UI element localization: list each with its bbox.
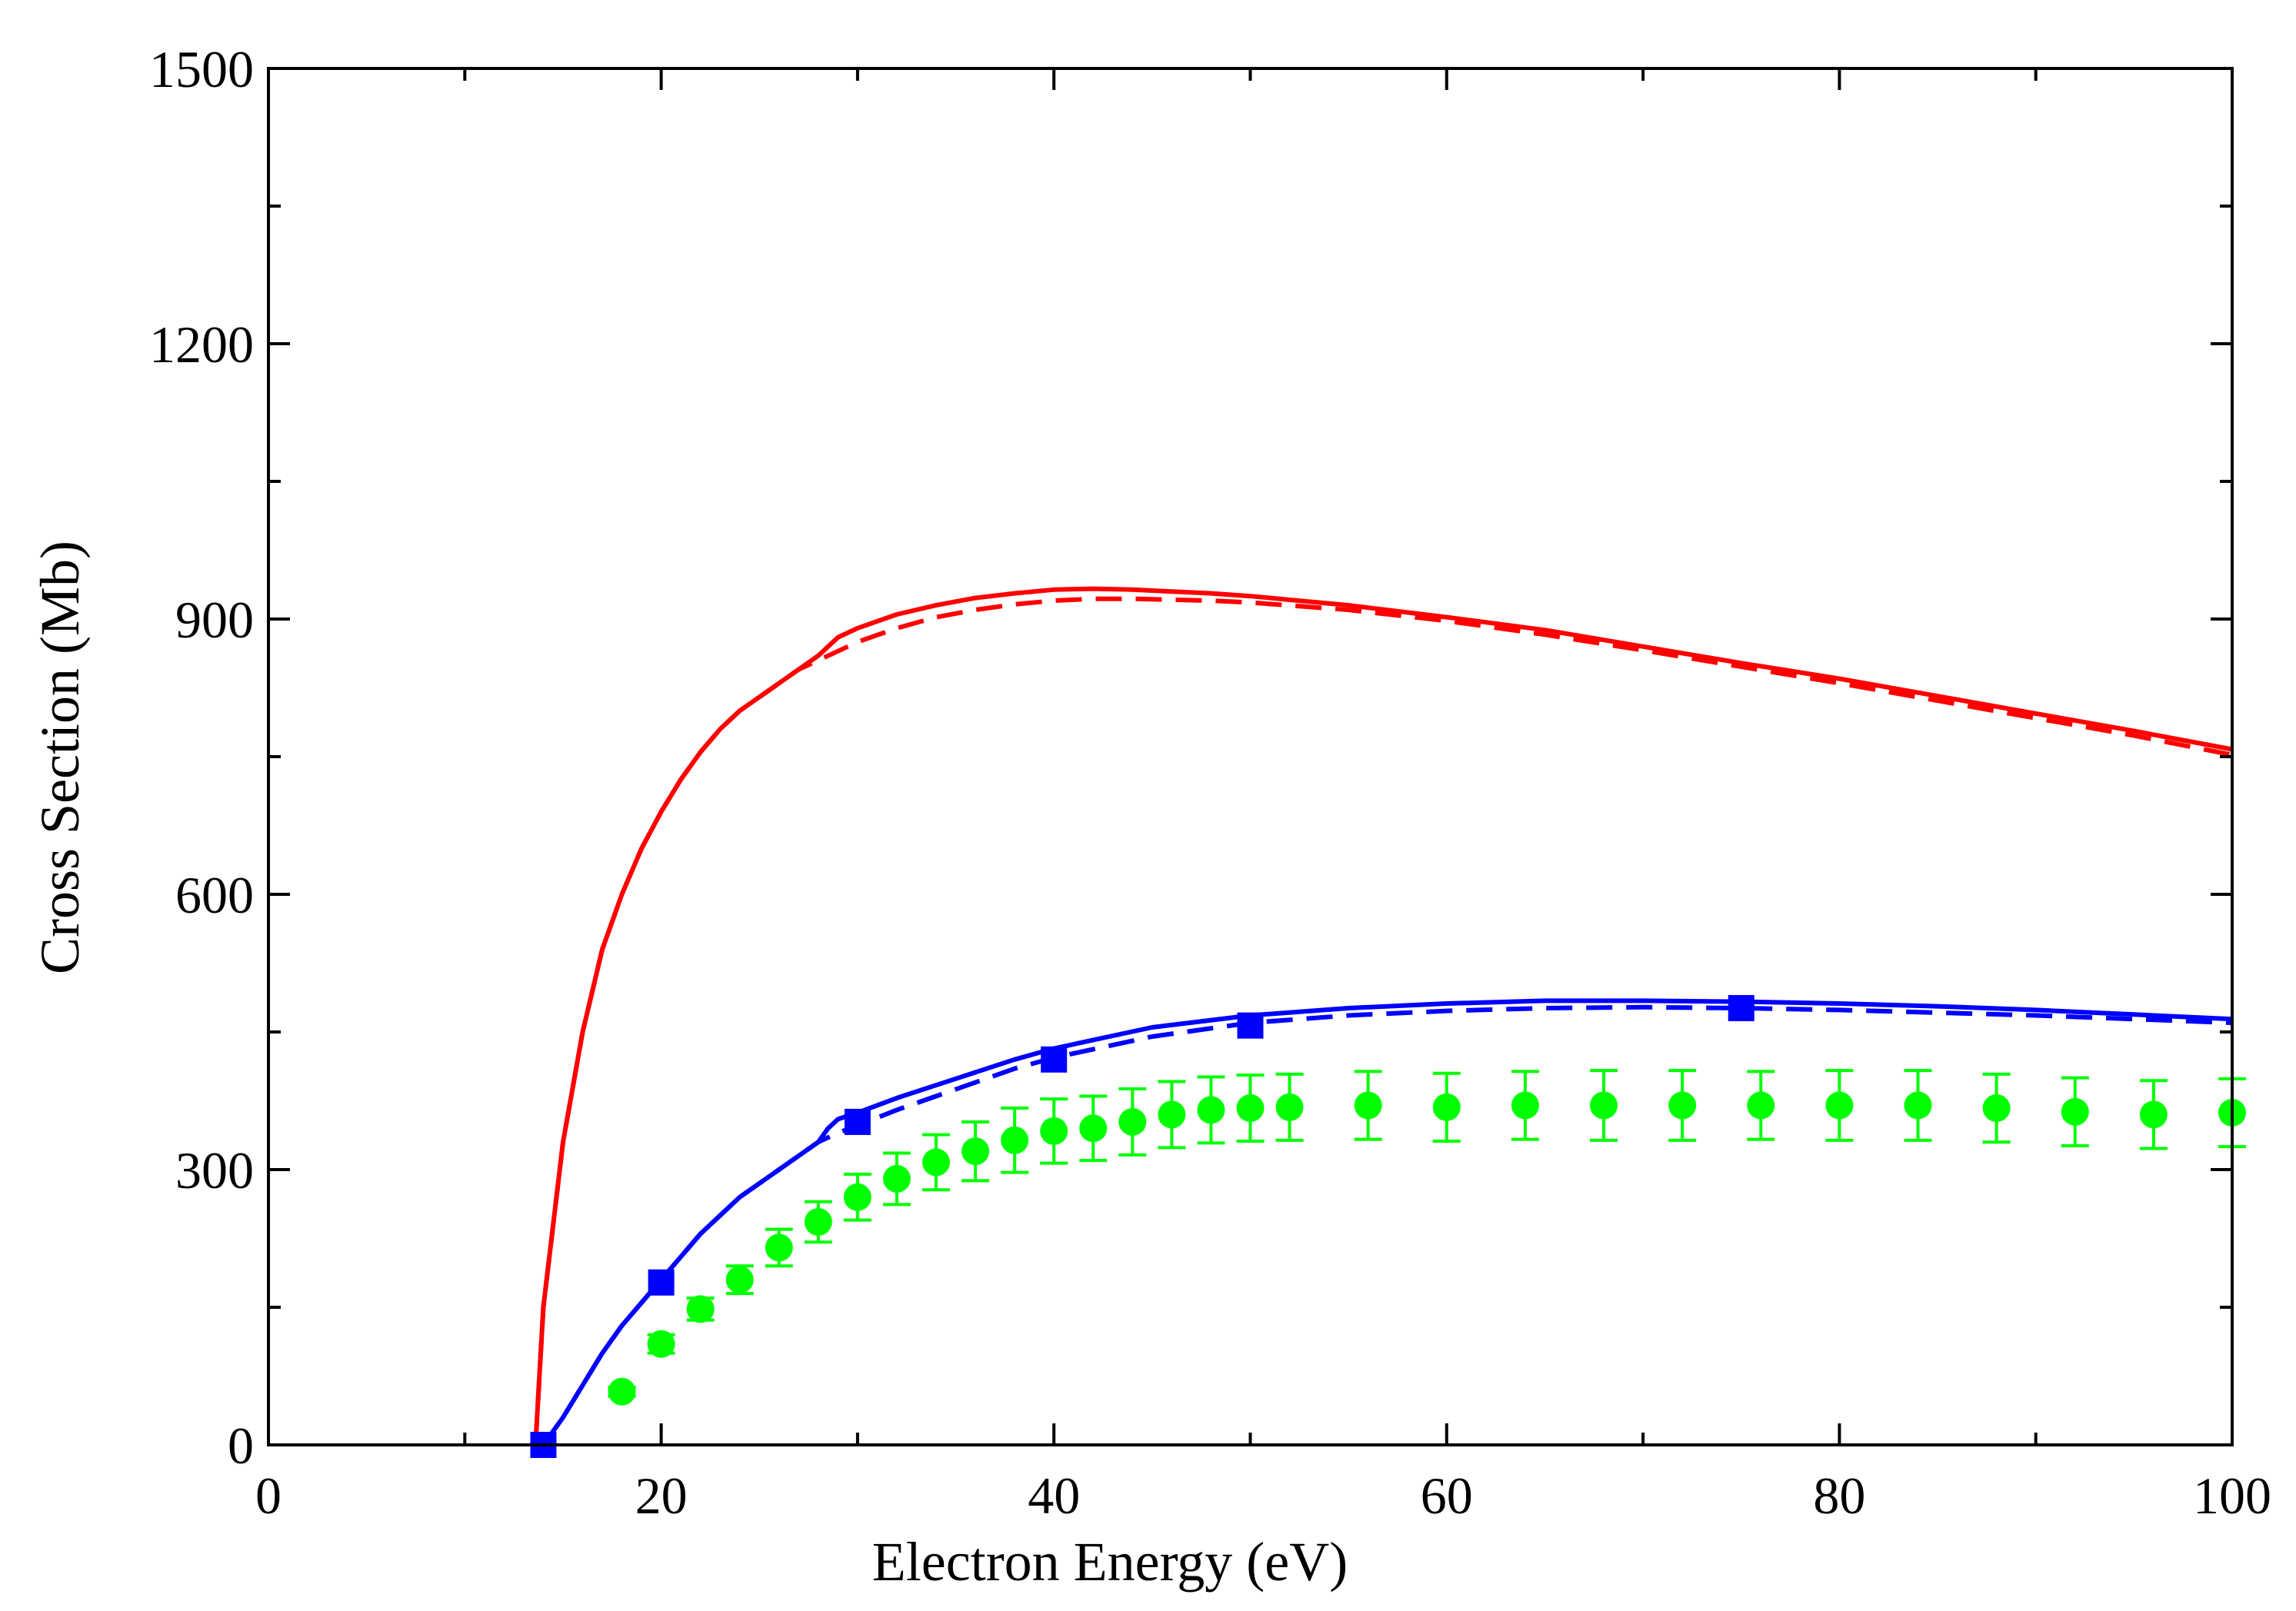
tick-layer: 0 20 40 60 80 100 0 300 600 900 1200 1500 xyxy=(149,40,2271,1525)
green-circle-point xyxy=(1590,1091,1618,1120)
green-circle-point xyxy=(882,1164,911,1193)
green-circle-point xyxy=(2061,1097,2089,1126)
green-circle-point xyxy=(1354,1091,1382,1120)
blue-square-point xyxy=(844,1108,871,1135)
green-circle-point xyxy=(1825,1091,1854,1120)
green-circle-point xyxy=(2139,1100,2168,1129)
y-tick-label: 1200 xyxy=(149,315,254,374)
green-circle-point xyxy=(1668,1091,1697,1120)
green-circle-point xyxy=(1001,1126,1029,1154)
green-circle-point xyxy=(843,1183,871,1211)
green-circle-point xyxy=(608,1377,636,1406)
series-line-red-solid xyxy=(533,586,2233,1446)
green-circle-point xyxy=(1118,1107,1147,1136)
y-tick-label: 300 xyxy=(175,1141,254,1200)
green-circle-point xyxy=(765,1233,793,1262)
green-circle-point xyxy=(961,1137,990,1166)
green-circle-point xyxy=(1982,1094,2011,1123)
blue-square-point xyxy=(1041,1046,1068,1073)
x-axis-label: Electron Energy (eV) xyxy=(872,1531,1348,1593)
series-line-blue-solid xyxy=(541,998,2233,1446)
x-tick-label: 100 xyxy=(2193,1466,2271,1525)
blue-square-point xyxy=(1728,994,1754,1021)
green-circle-point xyxy=(1040,1117,1068,1145)
green-circle-point xyxy=(922,1148,951,1177)
series-layer xyxy=(530,586,2246,1458)
y-tick-label: 1500 xyxy=(149,40,254,98)
y-tick-label: 900 xyxy=(175,591,254,649)
series-line-red-dashed xyxy=(533,596,2233,1446)
green-circle-point xyxy=(1236,1094,1265,1123)
x-tick-label: 80 xyxy=(1813,1466,1865,1525)
y-axis-label: Cross Section (Mb) xyxy=(29,541,91,974)
green-circle-point xyxy=(1904,1091,1932,1120)
series-line-blue-dashed xyxy=(541,1004,2233,1446)
green-circle-point xyxy=(804,1208,832,1237)
green-circle-point xyxy=(1197,1096,1225,1124)
green-circle-point xyxy=(725,1266,754,1294)
green-circle-point xyxy=(1275,1093,1304,1121)
blue-square-point xyxy=(648,1269,675,1296)
green-circle-point xyxy=(1747,1091,1775,1120)
plot-frame xyxy=(267,67,2234,1446)
x-tick-label: 60 xyxy=(1421,1466,1473,1525)
y-tick-label: 600 xyxy=(175,866,254,924)
x-tick-label: 0 xyxy=(255,1466,282,1525)
x-tick-label: 40 xyxy=(1028,1466,1080,1525)
green-circle-point xyxy=(686,1295,715,1323)
green-circle-point xyxy=(1432,1093,1461,1121)
green-circle-point xyxy=(1511,1091,1539,1120)
green-circle-point xyxy=(647,1330,675,1358)
blue-square-point xyxy=(1237,1012,1264,1039)
green-circle-point xyxy=(1158,1100,1186,1129)
y-tick-label: 0 xyxy=(228,1416,254,1475)
x-tick-label: 20 xyxy=(635,1466,688,1525)
green-circle-point xyxy=(1079,1114,1108,1143)
